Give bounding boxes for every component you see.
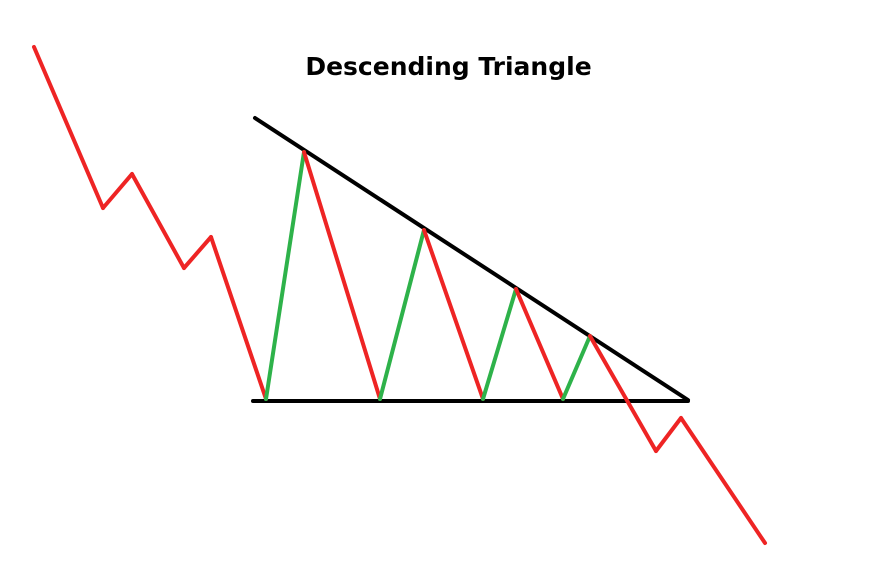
price-leg-down	[422, 228, 485, 401]
price-leg-up	[561, 334, 592, 401]
price-leg-down	[32, 45, 105, 210]
breakdown-leg	[679, 416, 767, 545]
breakdown-leg	[654, 416, 683, 453]
price-leg-down	[101, 172, 134, 210]
price-leg-down	[182, 235, 213, 270]
price-leg-up	[264, 150, 306, 401]
resistance-trendline	[253, 116, 690, 402]
price-leg-up	[481, 287, 518, 401]
price-leg-down	[130, 172, 186, 270]
diagram-title: Descending Triangle	[305, 52, 592, 81]
price-leg-up	[378, 228, 426, 401]
price-leg-down	[209, 235, 268, 401]
price-leg-down	[514, 287, 565, 401]
price-leg-down	[302, 150, 382, 401]
breakdown-leg	[588, 334, 658, 453]
